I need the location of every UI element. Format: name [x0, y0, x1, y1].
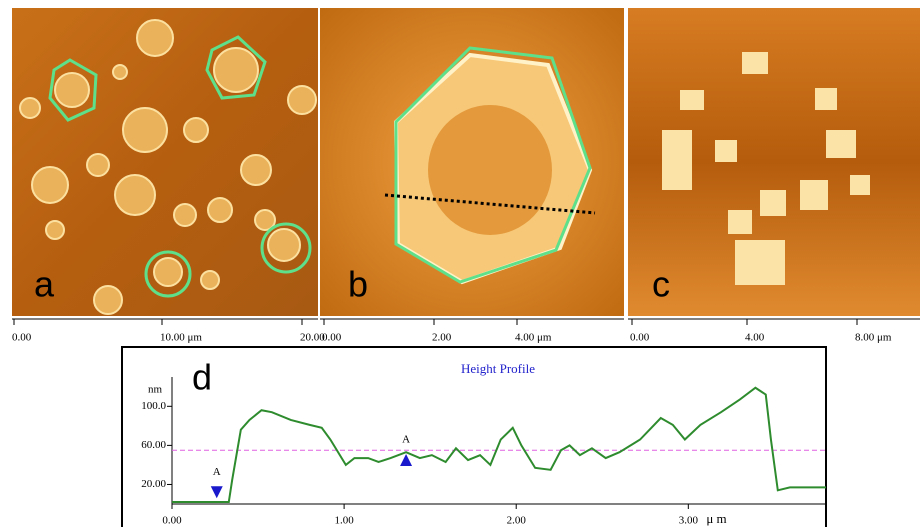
marker-label: A: [402, 434, 410, 446]
image-tick-label: 4.00: [745, 332, 765, 344]
panel-label: d: [192, 357, 212, 398]
x-tick-label: 0.00: [162, 515, 182, 527]
marker-label: A: [213, 466, 221, 478]
panel-label: a: [34, 264, 55, 305]
y-tick-label: 60.00: [141, 439, 166, 451]
image-tick-label: 0.00: [12, 332, 32, 344]
x-tick-label: 3.00: [679, 515, 699, 527]
image-tick-label: 0.00: [630, 332, 650, 344]
image-tick-label: 4.00 μm: [515, 332, 552, 344]
image-tick-label: 8.00 μm: [855, 332, 892, 344]
image-tick-label: 2.00: [432, 332, 452, 344]
image-c: [628, 8, 920, 316]
x-axis-label: μ m: [706, 511, 726, 526]
x-tick-label: 2.00: [507, 515, 527, 527]
chart-title: Height Profile: [461, 361, 535, 376]
y-tick-label: 100.0: [141, 400, 166, 412]
y-tick-label: 20.00: [141, 478, 166, 490]
x-tick-label: 1.00: [334, 515, 354, 527]
image-tick-label: 10.00 μm: [160, 332, 202, 344]
image-tick-label: 0.00: [322, 332, 342, 344]
y-axis-label: nm: [148, 384, 163, 396]
panel-label: c: [652, 264, 670, 305]
figure: 0.00 10.00 μm 20.00 0.00 2.00 4.00 μm 0.00 4.00…: [0, 0, 920, 527]
image-a: [12, 8, 318, 316]
panel-label: b: [348, 264, 368, 305]
